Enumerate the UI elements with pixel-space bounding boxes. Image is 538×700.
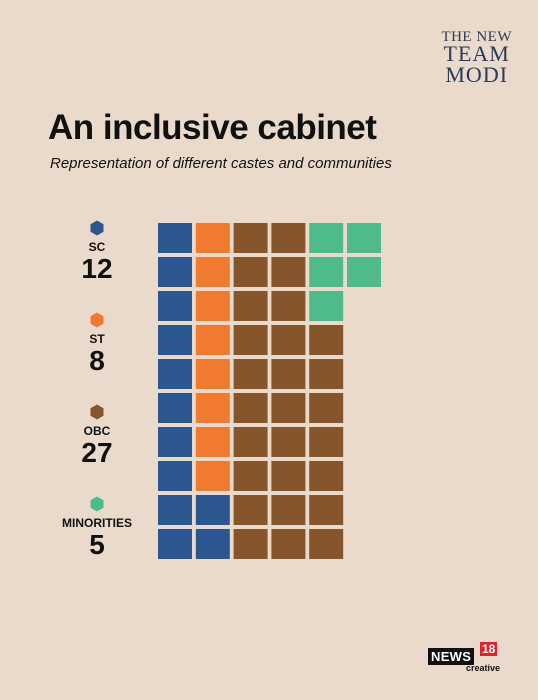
waffle-cell-obc [309, 461, 344, 491]
waffle-cell-st [195, 359, 230, 389]
waffle-cell-st [195, 257, 230, 287]
legend-item-minorities: MINORITIES 5 [40, 496, 154, 560]
waffle-cell-obc [233, 495, 268, 525]
waffle-cell-obc [233, 257, 268, 287]
waffle-cell-st [195, 393, 230, 423]
waffle-cell-minorities [309, 257, 344, 287]
legend-count-sc: 12 [81, 253, 113, 284]
logo-sub: creative [465, 663, 500, 673]
waffle-cell-obc [233, 461, 268, 491]
waffle-cell-obc [271, 325, 306, 355]
waffle-cell-sc [158, 461, 192, 491]
waffle-cell-obc [309, 427, 344, 457]
waffle-cell-obc [233, 529, 268, 559]
legend-swatch-st [90, 312, 104, 328]
waffle-cell-obc [309, 495, 344, 525]
waffle-cell-obc [271, 393, 306, 423]
legend-count-st: 8 [89, 345, 105, 376]
waffle-cell-obc [271, 495, 306, 525]
legend-item-obc: OBC 27 [40, 404, 154, 468]
legend-label-minorities: MINORITIES [61, 516, 132, 530]
waffle-cell-minorities [347, 223, 381, 253]
waffle-cell-sc [158, 393, 192, 423]
waffle-cell-obc [271, 427, 306, 457]
waffle-cell-st [195, 291, 230, 321]
legend-item-st: ST 8 [40, 312, 154, 376]
brand-line-2: TEAM [443, 41, 510, 67]
news18-logo: NEWS 18 creative [428, 642, 500, 674]
legend-item-sc: SC 12 [40, 220, 154, 284]
brand-line-1: THE NEW [441, 29, 512, 45]
waffle-cell-obc [233, 223, 268, 253]
waffle-cell-sc [158, 495, 192, 525]
hexagon-icon [90, 312, 104, 328]
waffle-cell-st [195, 223, 230, 253]
hexagon-icon [90, 220, 104, 236]
legend-label-st: ST [89, 332, 105, 346]
waffle-cell-sc [158, 257, 192, 287]
chart-title: An inclusive cabinet [48, 108, 377, 147]
waffle-cell-obc [271, 359, 306, 389]
waffle-cell-minorities [309, 291, 344, 321]
waffle-cell-sc [158, 359, 192, 389]
waffle-cell-minorities [309, 223, 344, 253]
waffle-cell-sc [158, 325, 192, 355]
waffle-cell-obc [233, 427, 268, 457]
legend-swatch-minorities [90, 496, 104, 512]
legend-count-obc: 27 [81, 437, 113, 468]
waffle-cell-obc [271, 529, 306, 559]
waffle-cell-sc [195, 495, 230, 525]
waffle-cell-obc [233, 359, 268, 389]
waffle-cell-sc [195, 529, 230, 559]
logo-main: NEWS [428, 648, 475, 665]
hexagon-icon [90, 496, 104, 512]
chart-subtitle: Representation of different castes and c… [50, 155, 392, 172]
waffle-cell-st [195, 427, 230, 457]
waffle-cell-obc [309, 529, 344, 559]
waffle-cell-sc [158, 291, 192, 321]
waffle-cell-sc [158, 529, 192, 559]
waffle-cell-st [195, 325, 230, 355]
brand-line-3: MODI [445, 62, 509, 88]
waffle-cell-minorities [347, 257, 381, 287]
legend-label-sc: SC [88, 240, 106, 254]
waffle-cell-obc [309, 325, 344, 355]
logo-number: 18 [480, 642, 498, 656]
waffle-cell-obc [271, 257, 306, 287]
hexagon-icon [90, 404, 104, 420]
waffle-cell-obc [233, 393, 268, 423]
waffle-cell-obc [233, 291, 268, 321]
legend-swatch-sc [90, 220, 104, 236]
waffle-cell-obc [309, 393, 344, 423]
waffle-cell-st [195, 461, 230, 491]
legend-label-obc: OBC [83, 424, 111, 438]
waffle-cell-sc [158, 223, 192, 253]
waffle-cell-obc [271, 461, 306, 491]
waffle-cell-sc [158, 427, 192, 457]
waffle-cell-obc [233, 325, 268, 355]
waffle-cell-obc [309, 359, 344, 389]
waffle-cell-obc [271, 223, 306, 253]
brand-wordmark: THE NEW TEAM MODI [441, 29, 512, 88]
legend-count-minorities: 5 [89, 529, 105, 560]
waffle-cell-obc [271, 291, 306, 321]
legend-swatch-obc [90, 404, 104, 420]
